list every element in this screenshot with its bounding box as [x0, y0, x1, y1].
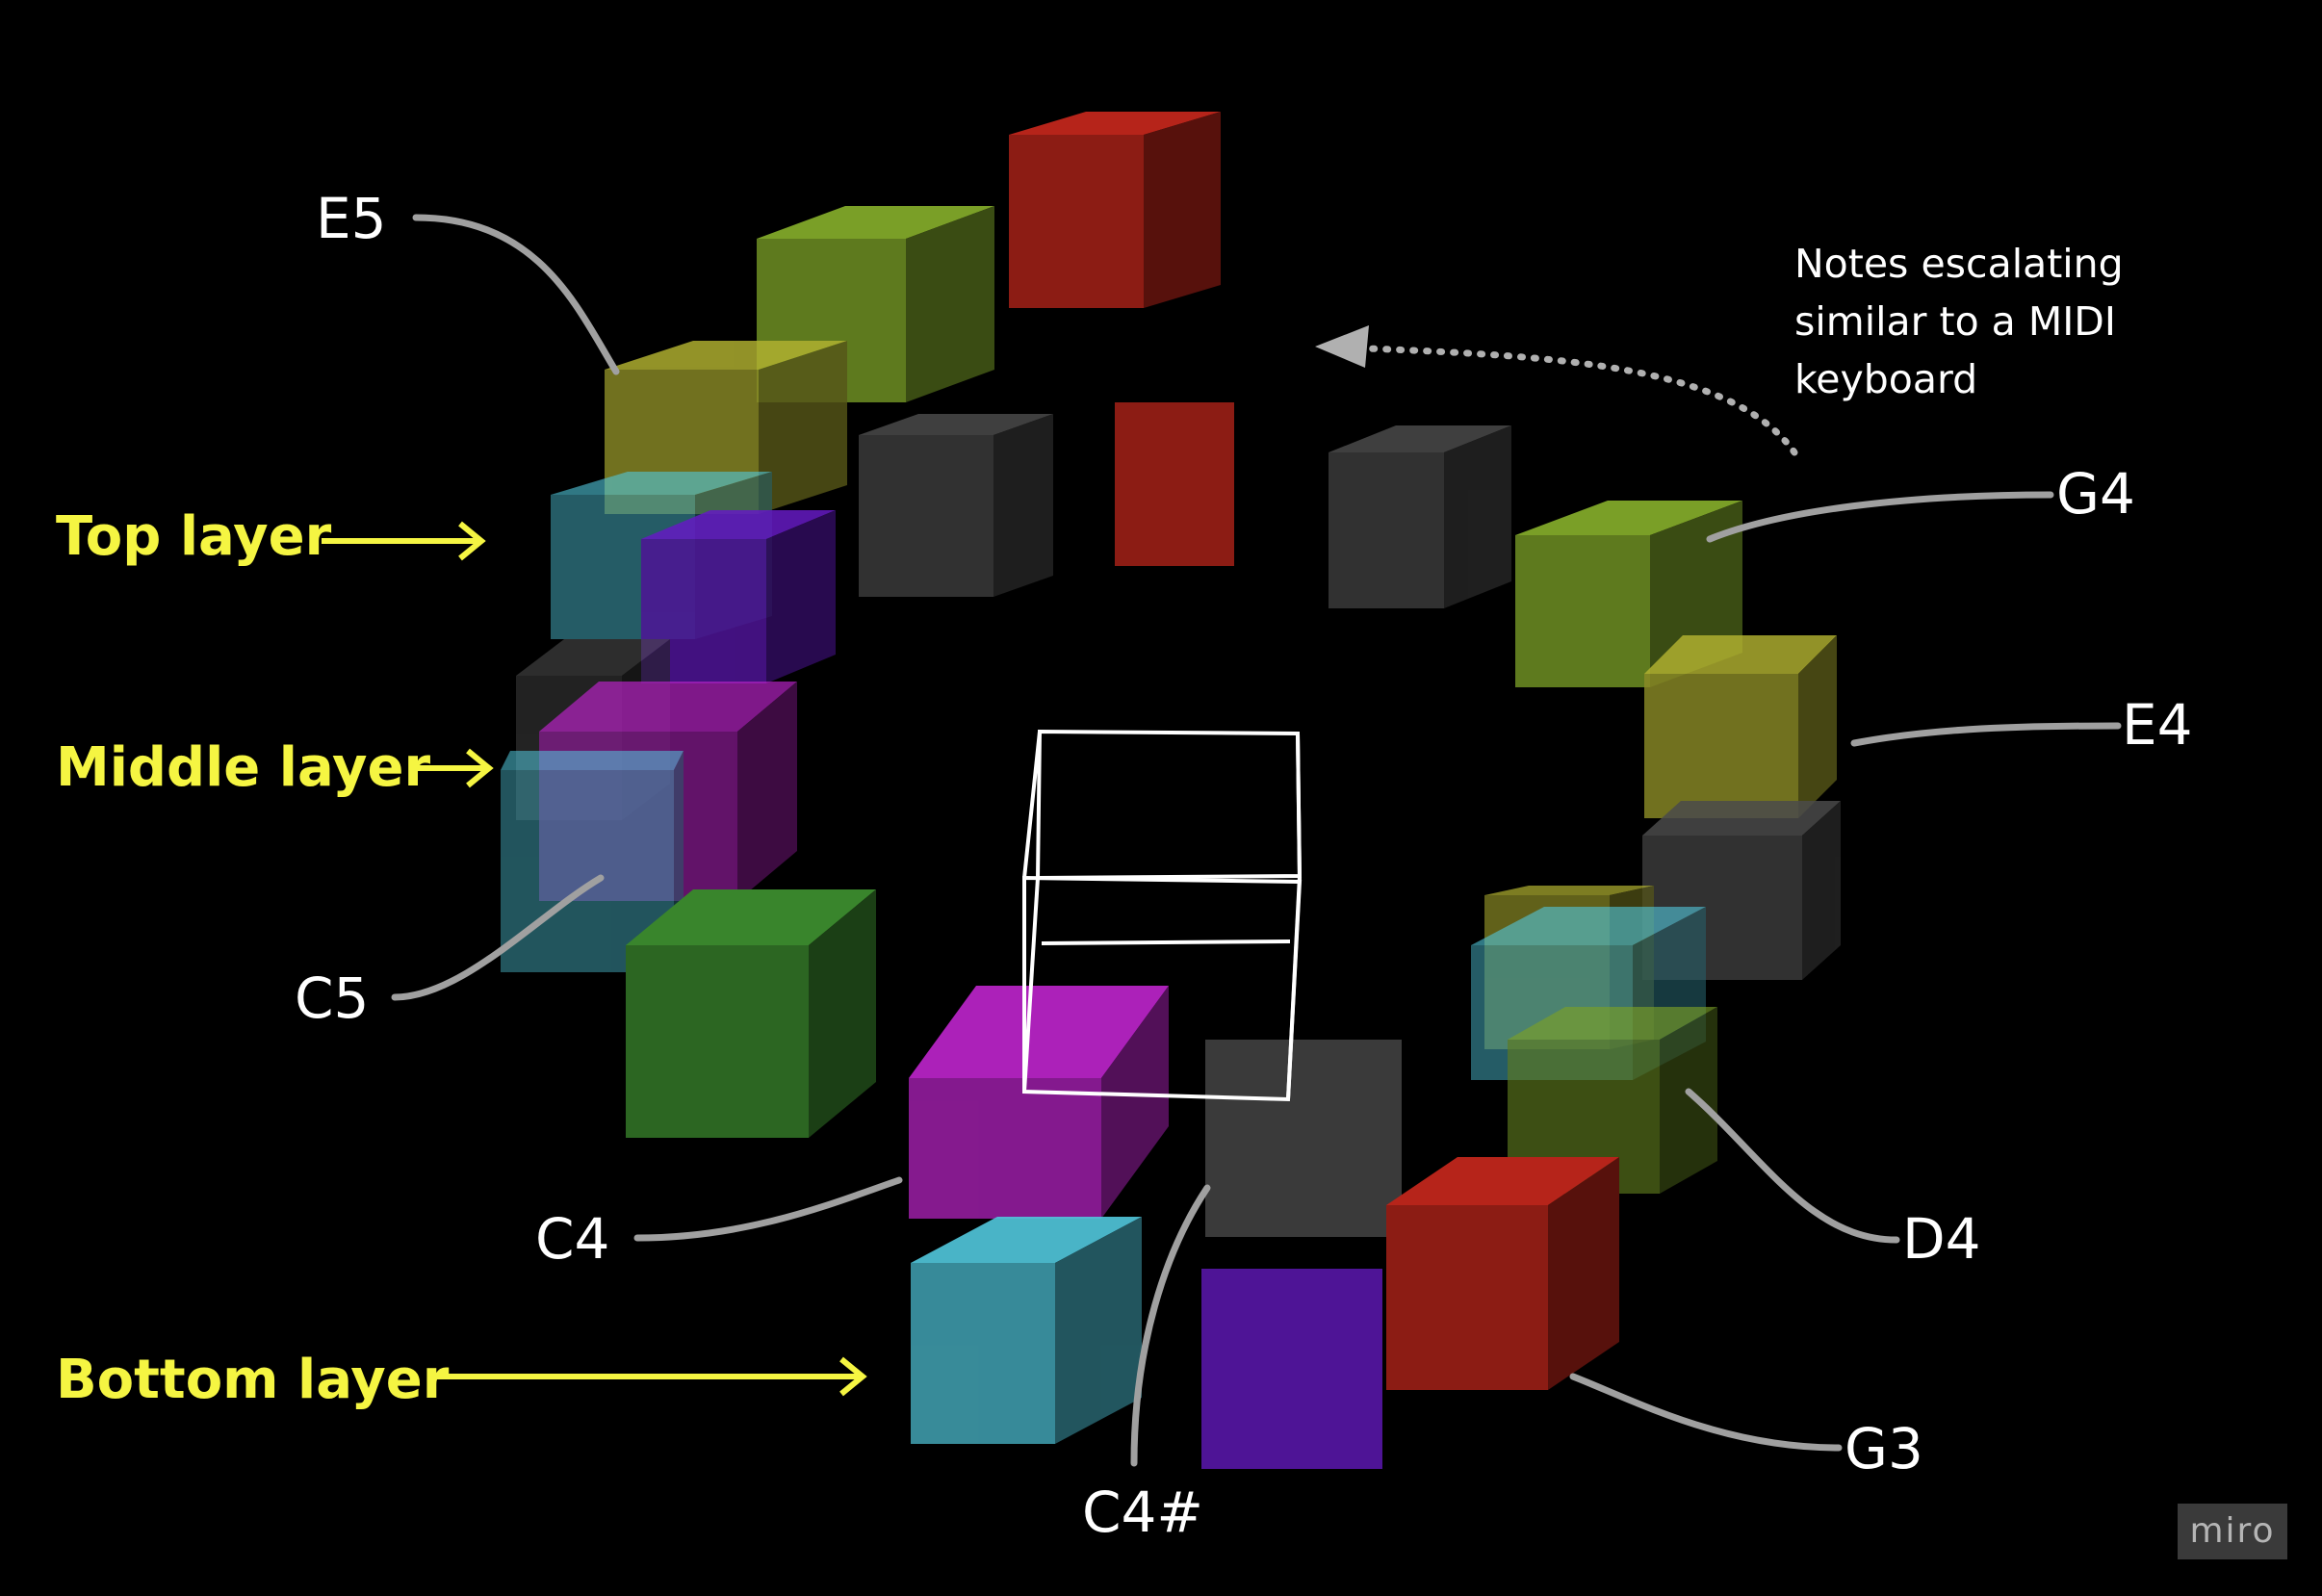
cube-purple [1201, 1269, 1382, 1469]
note-label-g3: G3 [1845, 1416, 1923, 1481]
cube-red [1386, 1157, 1619, 1390]
cube-olive [1508, 1007, 1717, 1194]
cube-yellow [1644, 635, 1837, 818]
connector-d4 [1685, 1088, 1900, 1244]
annotation-line: Notes escalating [1794, 241, 2124, 287]
miro-watermark: miro [2178, 1504, 2287, 1559]
cube-cyan [911, 1217, 1142, 1444]
connector-c4-sharp [1130, 1184, 1211, 1467]
note-label-d4: D4 [1902, 1206, 1981, 1272]
cube-red [1115, 402, 1234, 566]
wireframe-cube [1022, 729, 1303, 1102]
arrow-top-layer [322, 521, 486, 561]
connector-c4 [633, 1176, 903, 1242]
arrow-bottom-layer [429, 1356, 867, 1397]
layer-arrows [322, 325, 1798, 1397]
connector-c5 [391, 874, 605, 1001]
connector-g4 [1706, 491, 2054, 543]
note-label-e4: E4 [2122, 692, 2193, 758]
annotation-line: similar to a MIDI [1794, 298, 2116, 345]
connector-e5 [412, 214, 620, 375]
escalation-arrowhead [1315, 325, 1369, 368]
cubes-group [501, 112, 1841, 1469]
escalation-annotation: Notes escalating similar to a MIDI keybo… [1794, 235, 2124, 408]
note-label-g4: G4 [2056, 461, 2135, 527]
layer-label-middle: Middle layer [56, 736, 431, 799]
note-label-c5: C5 [295, 965, 370, 1031]
cube-dark-gray [1205, 1040, 1402, 1237]
layer-label-top: Top layer [56, 505, 332, 568]
note-label-e5: E5 [316, 186, 387, 251]
connector-lines [391, 214, 2122, 1467]
cube-magenta [909, 986, 1169, 1219]
cube-purple [641, 510, 836, 683]
cube-dark-gray [1329, 425, 1511, 608]
cube-red [1009, 112, 1221, 308]
arrow-middle-layer [412, 748, 494, 788]
connector-g3 [1569, 1373, 1843, 1452]
escalation-dotted-arrow [1363, 345, 1798, 456]
connector-e4 [1850, 722, 2122, 747]
cube-olive [1515, 501, 1742, 687]
note-label-c4-sharp: C4# [1082, 1480, 1203, 1545]
cube-green [626, 889, 876, 1138]
layer-label-bottom: Bottom layer [56, 1349, 450, 1411]
note-label-c4: C4 [535, 1206, 610, 1272]
annotation-line: keyboard [1794, 356, 1978, 402]
cube-dark-gray [859, 414, 1053, 597]
